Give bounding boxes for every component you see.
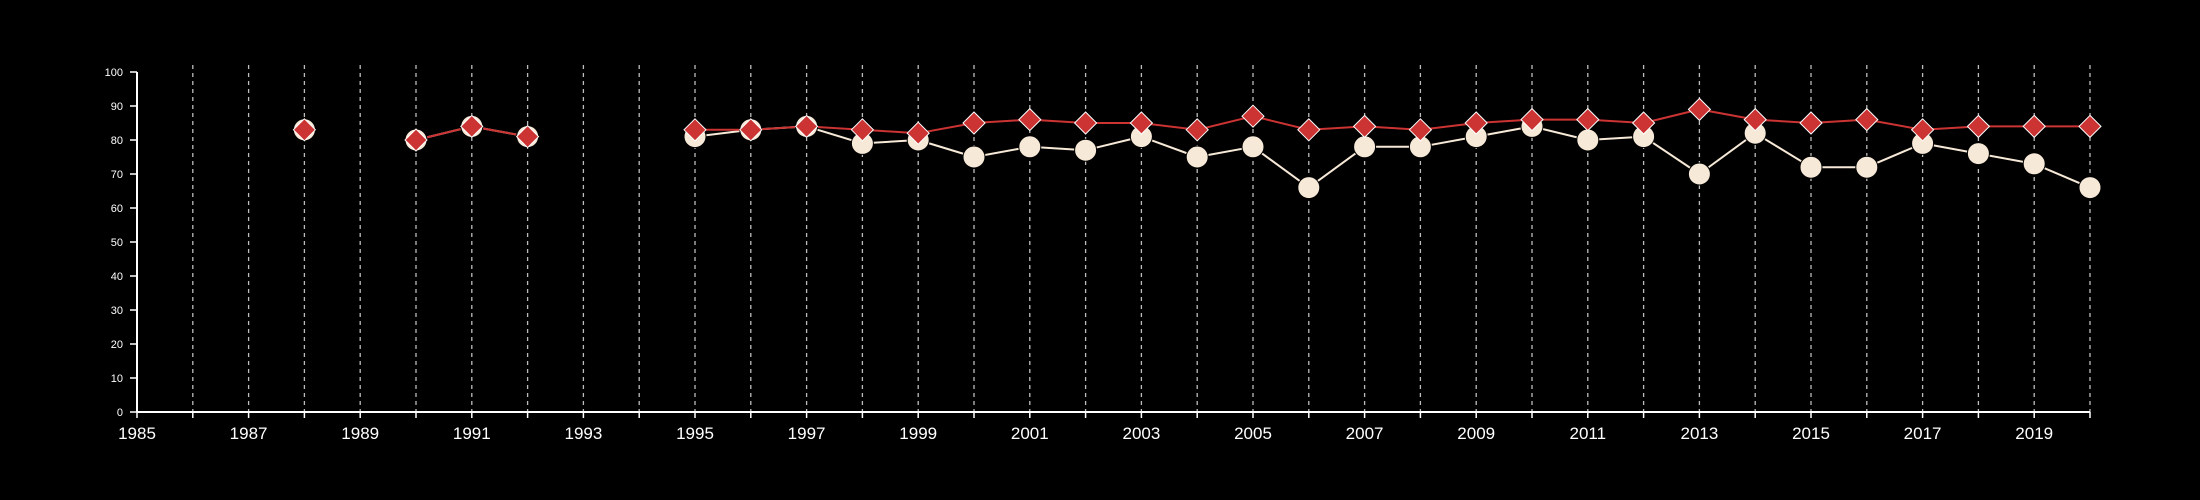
y-tick-label: 20 bbox=[111, 339, 123, 351]
series-2-point bbox=[404, 128, 428, 152]
series-2-point bbox=[292, 118, 317, 142]
series-2-point bbox=[1073, 111, 1098, 135]
series-1-point bbox=[2022, 152, 2046, 176]
x-tick-label: 2003 bbox=[1122, 424, 1160, 443]
x-tick-label: 2007 bbox=[1346, 424, 1384, 443]
series-2-point bbox=[906, 121, 930, 145]
series-1-line-segment bbox=[1308, 145, 1366, 189]
series-markers bbox=[292, 97, 2102, 200]
series-1-point bbox=[1687, 162, 1711, 186]
series-2-point bbox=[515, 124, 540, 149]
y-tick-label: 70 bbox=[111, 169, 123, 181]
axes: 0 10 20 30 40 50 60 70 80 90 100 1985 1987 1989 1991 19… bbox=[105, 67, 2091, 443]
x-tick-label: 2013 bbox=[1680, 424, 1718, 443]
y-tick-label: 50 bbox=[111, 237, 123, 249]
series-1-point bbox=[2078, 176, 2102, 200]
series-2-point bbox=[962, 111, 986, 135]
series-1-point bbox=[1241, 135, 1265, 159]
x-tick-label: 1989 bbox=[341, 424, 379, 443]
series-1-point bbox=[1074, 138, 1098, 162]
x-tick-label: 2009 bbox=[1457, 424, 1495, 443]
series-2-point bbox=[1408, 118, 1433, 142]
y-tick-label: 10 bbox=[111, 373, 123, 385]
x-tick-label: 2015 bbox=[1792, 424, 1830, 443]
series-1-point bbox=[1353, 135, 1377, 159]
y-tick-label: 40 bbox=[111, 271, 123, 283]
series-1-line-segment bbox=[1252, 145, 1310, 189]
series-1-point bbox=[1576, 128, 1600, 152]
series-2-point bbox=[1631, 111, 1656, 135]
series-2-point bbox=[1185, 118, 1209, 142]
series-2-point bbox=[460, 114, 484, 139]
series-2-point bbox=[1352, 114, 1377, 139]
x-tick-label: 2005 bbox=[1234, 424, 1272, 443]
x-tick-label: 1991 bbox=[453, 424, 491, 443]
series-2-point bbox=[1687, 97, 1712, 122]
series-1-point bbox=[1185, 145, 1209, 169]
series-1-point bbox=[1799, 155, 1823, 179]
series-2-point bbox=[1576, 107, 1600, 132]
series-2-point bbox=[683, 118, 707, 142]
series-2-point bbox=[739, 118, 763, 142]
series-2-point bbox=[1018, 107, 1042, 132]
x-tick-label: 2001 bbox=[1011, 424, 1049, 443]
series-1-point bbox=[1018, 135, 1042, 159]
x-tick-label: 2019 bbox=[2015, 424, 2053, 443]
series-2-point bbox=[1520, 107, 1544, 132]
series-2-point bbox=[2078, 114, 2102, 139]
y-tick-label: 80 bbox=[111, 135, 123, 147]
series-2-point bbox=[1743, 107, 1767, 132]
series-2-point bbox=[1464, 111, 1488, 135]
x-tick-label: 2011 bbox=[1570, 424, 1607, 443]
x-tick-label: 1995 bbox=[676, 424, 714, 443]
series-2-point bbox=[850, 118, 875, 142]
y-tick-label: 60 bbox=[111, 203, 123, 215]
x-tick-label: 1997 bbox=[788, 424, 826, 443]
series-2-point bbox=[1297, 118, 1321, 142]
x-tick-label: 1993 bbox=[564, 424, 602, 443]
series-1-line-segment bbox=[1698, 132, 1756, 175]
series-1-point bbox=[1966, 142, 1990, 166]
series-1-point bbox=[1297, 176, 1321, 200]
series-1-point bbox=[962, 145, 986, 169]
series-2-point bbox=[1129, 111, 1154, 135]
x-tick-label: 2017 bbox=[1904, 424, 1942, 443]
x-tick-label: 1999 bbox=[899, 424, 937, 443]
y-tick-label: 90 bbox=[111, 101, 123, 113]
series-1-point bbox=[1855, 155, 1879, 179]
series-2-point bbox=[1855, 107, 1879, 132]
series-2-point bbox=[2022, 114, 2046, 139]
y-tick-label: 100 bbox=[105, 67, 123, 79]
x-tick-label: 1985 bbox=[118, 424, 156, 443]
series-2-point bbox=[1910, 118, 1935, 142]
y-tick-label: 0 bbox=[117, 407, 123, 419]
x-tick-label: 1987 bbox=[230, 424, 268, 443]
series-2-point bbox=[1966, 114, 1991, 139]
series-2-point bbox=[794, 114, 819, 139]
y-tick-label: 30 bbox=[111, 305, 123, 317]
series-2-point bbox=[1799, 111, 1823, 135]
series-2-point bbox=[1241, 104, 1265, 128]
